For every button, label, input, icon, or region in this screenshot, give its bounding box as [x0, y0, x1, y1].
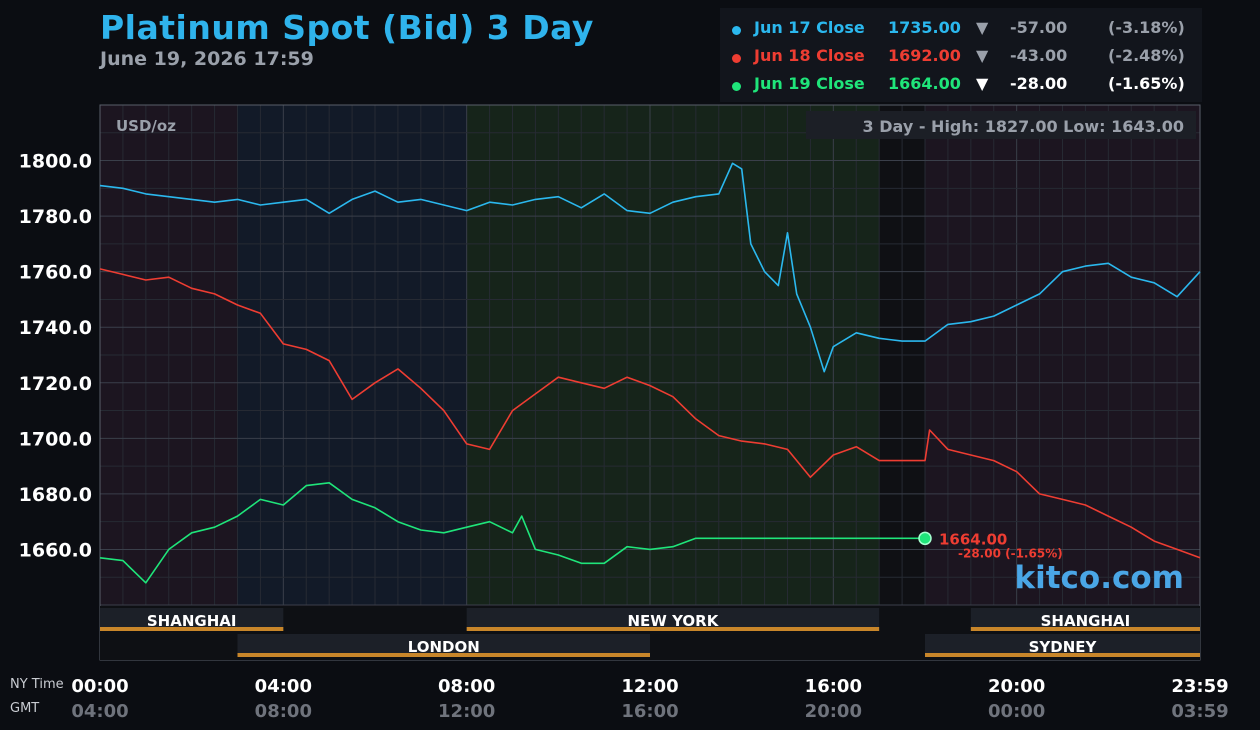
legend-close: 1664.00	[888, 74, 961, 93]
chart-timestamp: June 19, 2026 17:59	[100, 48, 314, 70]
x-tick-gmt: 20:00	[805, 701, 862, 722]
legend-label: Jun 18 Close	[754, 46, 865, 65]
x-tick-ny: 00:00	[71, 676, 128, 697]
session-label: SHANGHAI	[1041, 612, 1131, 630]
legend-dot-icon	[732, 26, 741, 35]
legend-change: -57.00	[1010, 18, 1068, 37]
series-line-1	[99, 162, 1201, 373]
legend-pct: (-1.65%)	[1108, 74, 1185, 93]
legend-pct: (-2.48%)	[1108, 46, 1185, 65]
legend-change: -28.00	[1010, 74, 1068, 93]
x-tick-ny: 08:00	[438, 676, 495, 697]
range-text: 3 Day - High: 1827.00 Low: 1643.00	[863, 117, 1184, 136]
legend-pct: (-3.18%)	[1108, 18, 1185, 37]
x-tick-gmt: 08:00	[255, 701, 312, 722]
x-tick-ny: 23:59	[1171, 676, 1228, 697]
session-bar	[970, 608, 1200, 628]
series-line-3	[99, 481, 925, 584]
y-tick-label: 1700.0	[19, 428, 92, 450]
range-box	[806, 111, 1196, 139]
legend-close: 1692.00	[888, 46, 961, 65]
session-bar	[100, 608, 284, 628]
x-tick-gmt: 03:59	[1171, 701, 1228, 722]
y-tick-label: 1760.0	[19, 262, 92, 284]
down-arrow-icon: ▼	[976, 18, 989, 37]
legend-close: 1735.00	[888, 18, 961, 37]
ny-time-label: NY Time	[10, 677, 64, 692]
last-price-marker	[918, 531, 932, 546]
session-label: SYDNEY	[1029, 638, 1098, 656]
x-tick-gmt: 12:00	[438, 701, 495, 722]
down-arrow-icon: ▼	[976, 74, 989, 93]
x-tick-gmt: 16:00	[621, 701, 678, 722]
y-tick-label: 1740.0	[19, 317, 92, 339]
session-bar	[466, 608, 880, 628]
session-underline	[925, 653, 1200, 657]
x-tick-gmt: 00:00	[988, 701, 1045, 722]
session-bar	[237, 634, 650, 654]
chart-title: Platinum Spot (Bid) 3 Day	[100, 8, 594, 47]
last-change-label: -28.00 (-1.65%)	[958, 546, 1063, 560]
y-tick-label: 1660.0	[19, 539, 92, 561]
session-bar	[925, 634, 1200, 654]
y-tick-label: 1680.0	[19, 484, 92, 506]
x-tick-gmt: 04:00	[71, 701, 128, 722]
legend-dot-icon	[732, 54, 741, 63]
legend-dot-icon	[732, 82, 741, 91]
session-label: NEW YORK	[628, 612, 720, 630]
x-tick-ny: 16:00	[805, 676, 862, 697]
down-arrow-icon: ▼	[976, 46, 989, 65]
series-line-2	[99, 268, 1201, 559]
last-price-label: 1664.00	[939, 530, 1007, 548]
legend-label: Jun 17 Close	[754, 18, 865, 37]
x-tick-ny: 12:00	[621, 676, 678, 697]
x-tick-ny: 04:00	[255, 676, 312, 697]
unit-label: USD/oz	[116, 117, 176, 135]
session-underline	[466, 627, 880, 631]
session-label: LONDON	[408, 638, 480, 656]
legend-label: Jun 19 Close	[754, 74, 865, 93]
session-underline	[237, 653, 650, 657]
session-label: SHANGHAI	[147, 612, 237, 630]
kitco-watermark: kitco.com	[1015, 560, 1185, 596]
session-underline	[100, 627, 284, 631]
y-tick-label: 1800.0	[19, 151, 92, 173]
gmt-label: GMT	[10, 701, 39, 716]
legend-change: -43.00	[1010, 46, 1068, 65]
x-tick-ny: 20:00	[988, 676, 1045, 697]
y-tick-label: 1720.0	[19, 373, 92, 395]
session-underline	[970, 627, 1200, 631]
legend-panel: Jun 17 Close 1735.00 ▼ -57.00 (-3.18%) J…	[720, 8, 1202, 102]
y-tick-label: 1780.0	[19, 206, 92, 228]
